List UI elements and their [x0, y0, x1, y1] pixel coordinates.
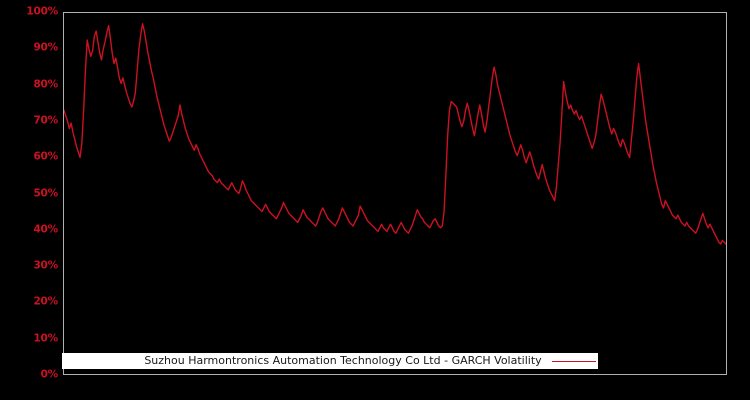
y-axis: 100% 90% 80% 70% 60% 50% 40% 30% 20% 10% 0% [0, 0, 58, 400]
legend-line-sample [551, 360, 596, 362]
y-tick-label-20: 20% [33, 295, 58, 308]
y-tick-label-100: 100% [26, 5, 58, 18]
series-canvas [64, 13, 726, 374]
y-tick-label-80: 80% [33, 78, 58, 91]
legend-entry: Suzhou Harmontronics Automation Technolo… [64, 354, 596, 367]
y-tick-label-0: 0% [40, 368, 59, 381]
y-tick-label-70: 70% [33, 114, 58, 127]
garch-volatility-line [64, 24, 726, 244]
legend-label: Suzhou Harmontronics Automation Technolo… [144, 354, 542, 367]
legend: Suzhou Harmontronics Automation Technolo… [62, 353, 598, 369]
y-tick-label-40: 40% [33, 223, 58, 236]
y-tick-label-50: 50% [33, 187, 58, 199]
plot-area [63, 12, 727, 375]
y-tick-label-60: 60% [33, 150, 58, 163]
y-tick-label-10: 10% [33, 332, 58, 345]
y-tick-label-90: 90% [33, 41, 58, 54]
y-tick-label-30: 30% [33, 259, 58, 272]
